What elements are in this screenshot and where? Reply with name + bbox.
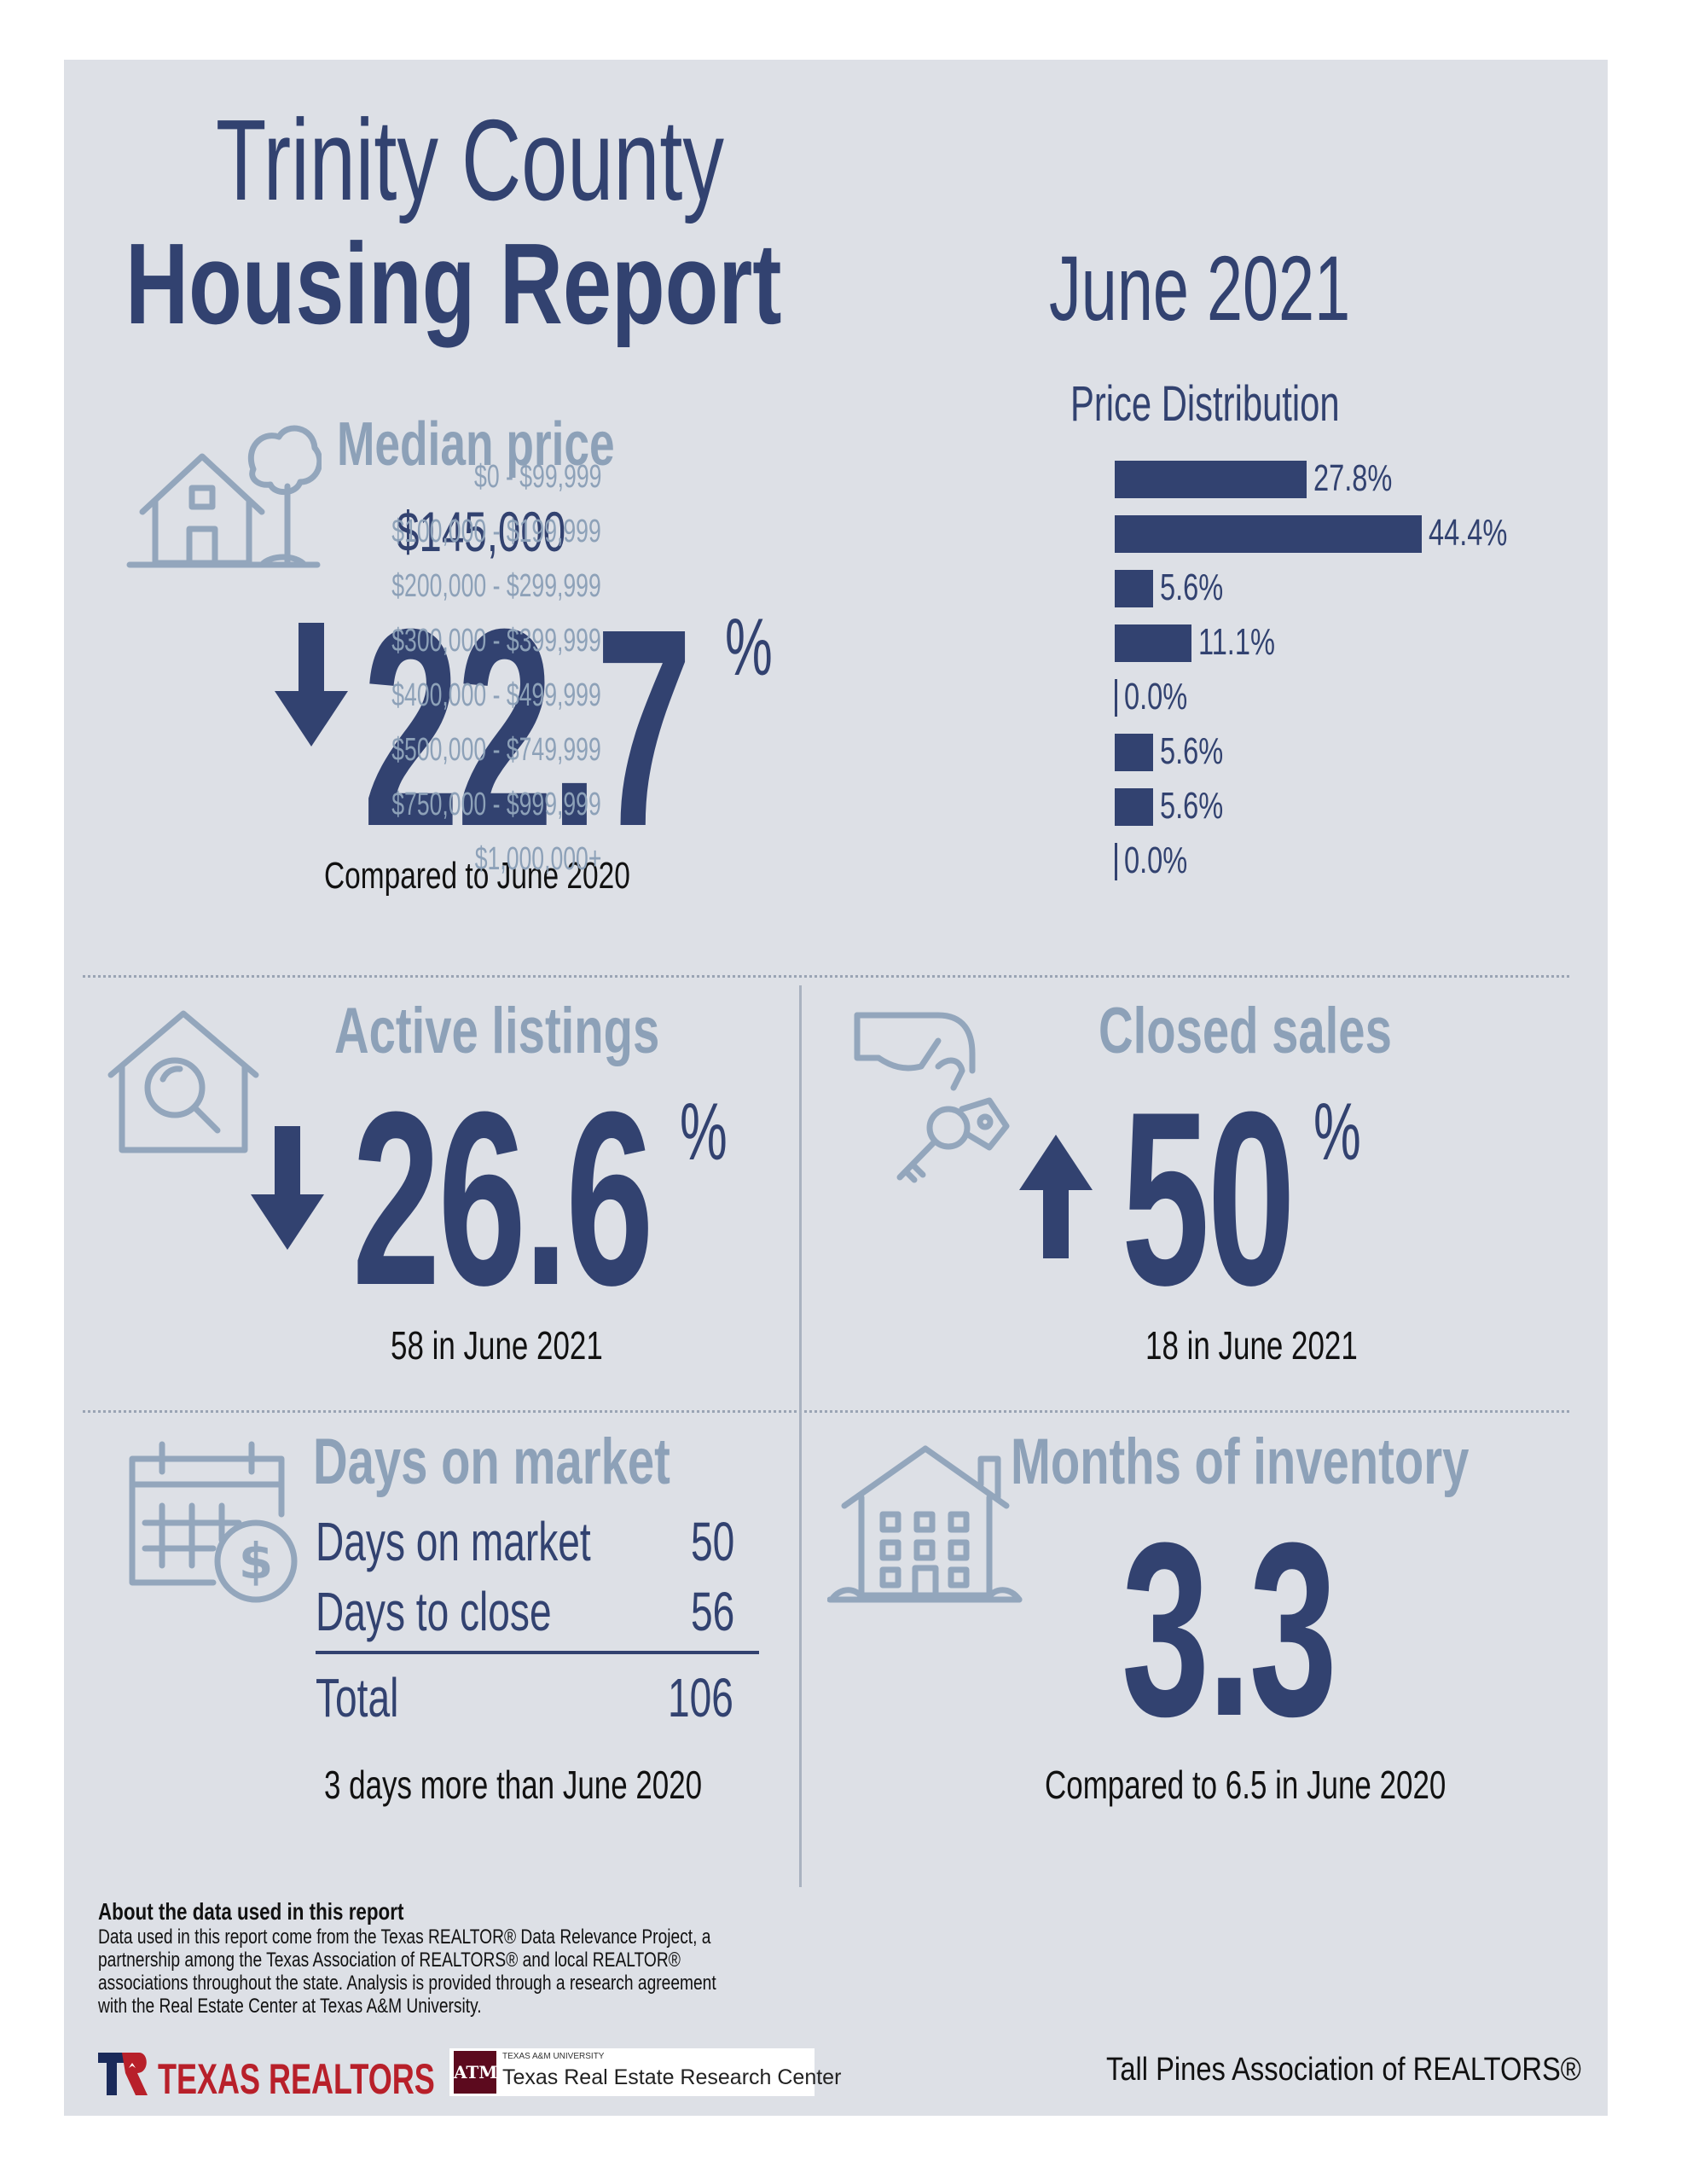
days-on-market-comparison: 3 days more than June 2020 [324, 1763, 703, 1807]
svg-text:$: $ [239, 1532, 273, 1590]
report-title-line1: Trinity County [216, 96, 724, 224]
total-row-value: 106 [668, 1667, 733, 1728]
days-on-market-row-value: 50 [691, 1511, 735, 1572]
price-distribution-row: $100,000 - $199,999 44.4% [64, 510, 1608, 561]
about-data-line: Data used in this report come from the T… [98, 1926, 711, 1949]
median-price-label: Median price [337, 410, 615, 479]
closed-sales-change: 50 [1122, 1060, 1296, 1337]
calendar-dollar-icon: $ [129, 1441, 298, 1603]
tamu-mark-icon: ATM [454, 2051, 497, 2094]
months-of-inventory-value: 3.3 [1122, 1491, 1337, 1768]
price-distribution-title: Price Distribution [1070, 376, 1340, 432]
price-distribution-value: 5.6% [1160, 730, 1224, 772]
price-range-label: $500,000 - $749,999 [391, 732, 601, 768]
price-distribution-bar [1115, 734, 1153, 771]
price-distribution-value: 5.6% [1160, 566, 1224, 608]
price-range-label: $100,000 - $199,999 [391, 514, 601, 549]
price-distribution-row: $1,000,000+ 0.0% [64, 838, 1608, 889]
active-listings-label: Active listings [334, 995, 660, 1067]
report-panel: Trinity County Housing Report June 2021 … [64, 60, 1608, 2116]
closed-sales-detail: 18 in June 2021 [1145, 1323, 1358, 1368]
price-distribution-value: 44.4% [1429, 512, 1508, 554]
tamu-center-name: Texas Real Estate Research Center [502, 2065, 842, 2089]
price-distribution-bar [1115, 570, 1153, 607]
closed-sales-label: Closed sales [1099, 995, 1392, 1067]
price-distribution-bar [1115, 679, 1117, 717]
price-range-label: $0 - $99,999 [473, 459, 601, 495]
total-row-label: Total [316, 1667, 399, 1728]
texas-realtors-logo-icon [98, 2053, 148, 2095]
price-distribution-bar [1115, 461, 1307, 498]
texas-realtors-logo: TEXAS REALTORS [158, 2055, 435, 2103]
house-search-icon [107, 1010, 259, 1153]
price-distribution-bar [1115, 624, 1191, 662]
down-arrow-icon [251, 1126, 324, 1250]
price-range-label: $400,000 - $499,999 [391, 677, 601, 713]
median-price-change: 22.7 [362, 587, 693, 868]
months-of-inventory-label: Months of inventory [1011, 1426, 1470, 1498]
price-distribution-bar [1115, 843, 1117, 880]
total-rule [316, 1651, 759, 1654]
price-distribution-row: $750,000 - $999,999 5.6% [64, 783, 1608, 834]
price-distribution-row: $500,000 - $749,999 5.6% [64, 729, 1608, 780]
active-listings-change: 26.6 [352, 1060, 654, 1337]
days-to-close-row-label: Days to close [316, 1581, 552, 1642]
tamu-university-label: TEXAS A&M UNIVERSITY [502, 2052, 605, 2061]
median-price-comparison: Compared to June 2020 [324, 855, 630, 897]
column-divider [799, 985, 802, 1887]
active-listings-percent-sign: % [680, 1087, 728, 1177]
association-name: Tall Pines Association of REALTORS® [1106, 2052, 1581, 2088]
section-divider-2 [83, 1410, 1569, 1413]
hand-keys-icon [854, 1012, 1010, 1183]
report-title-line2: Housing Report [125, 219, 782, 348]
report-month: June 2021 [1049, 236, 1351, 340]
price-distribution-bar [1115, 515, 1422, 553]
active-listings-detail: 58 in June 2021 [391, 1323, 603, 1368]
price-distribution-row: $400,000 - $499,999 0.0% [64, 674, 1608, 725]
about-data-line: partnership among the Texas Association … [98, 1949, 681, 1972]
price-distribution-row: $200,000 - $299,999 5.6% [64, 565, 1608, 616]
house-tree-icon [126, 425, 322, 568]
months-of-inventory-comparison: Compared to 6.5 in June 2020 [1045, 1763, 1446, 1807]
up-arrow-icon [1019, 1135, 1093, 1258]
days-on-market-row-label: Days on market [316, 1511, 591, 1572]
median-price-value: $145,000 [397, 500, 566, 563]
price-distribution-value: 5.6% [1160, 785, 1224, 827]
price-distribution-value: 11.1% [1198, 621, 1275, 663]
tamu-logo: ATM TEXAS A&M UNIVERSITY Texas Real Esta… [449, 2048, 841, 2096]
days-on-market-label: Days on market [313, 1426, 670, 1498]
days-to-close-row-value: 56 [691, 1581, 735, 1642]
price-distribution-row: $300,000 - $399,999 11.1% [64, 619, 1608, 671]
about-data-line: with the Real Estate Center at Texas A&M… [98, 1995, 482, 2018]
price-distribution-value: 27.8% [1313, 457, 1393, 499]
closed-sales-percent-sign: % [1313, 1087, 1361, 1177]
price-distribution-row: $0 - $99,999 27.8% [64, 456, 1608, 507]
apartment-building-icon [827, 1445, 1023, 1603]
section-divider-1 [83, 975, 1569, 978]
price-distribution-bar [1115, 788, 1153, 826]
median-price-change-value: 22.7 [362, 570, 693, 885]
down-arrow-icon [275, 623, 348, 746]
price-range-label: $200,000 - $299,999 [391, 568, 601, 604]
price-range-label: $750,000 - $999,999 [391, 787, 601, 822]
price-distribution-value: 0.0% [1124, 676, 1188, 717]
median-price-percent-sign: % [725, 602, 773, 693]
about-data-heading: About the data used in this report [98, 1898, 404, 1925]
price-range-label: $300,000 - $399,999 [391, 623, 601, 659]
about-data-line: associations throughout the state. Analy… [98, 1972, 716, 1995]
price-range-label: $1,000,000+ [474, 841, 601, 877]
price-distribution-value: 0.0% [1124, 839, 1188, 881]
